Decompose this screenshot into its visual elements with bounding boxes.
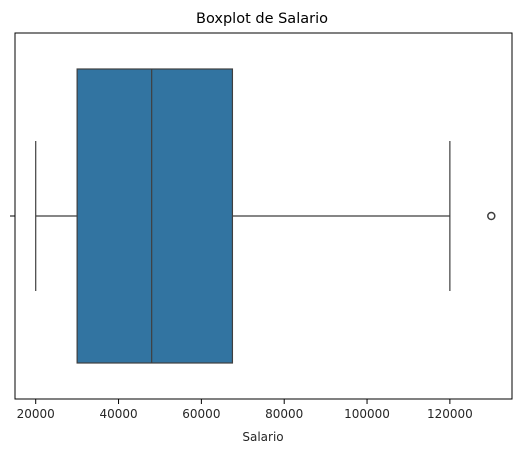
x-tick-label: 60000 (182, 407, 220, 421)
chart-title: Boxplot de Salario (196, 11, 328, 27)
x-tick-label: 40000 (99, 407, 137, 421)
x-tick-label: 120000 (427, 407, 473, 421)
x-axis: 20000 40000 60000 80000 100000 120000 (17, 399, 473, 421)
x-tick-label: 80000 (265, 407, 303, 421)
x-tick-label: 20000 (17, 407, 55, 421)
iqr-box (76, 68, 234, 364)
plot-area (35, 68, 496, 364)
x-axis-label: Salario (242, 430, 283, 444)
x-tick-label: 100000 (344, 407, 390, 421)
outlier-point (487, 211, 496, 221)
